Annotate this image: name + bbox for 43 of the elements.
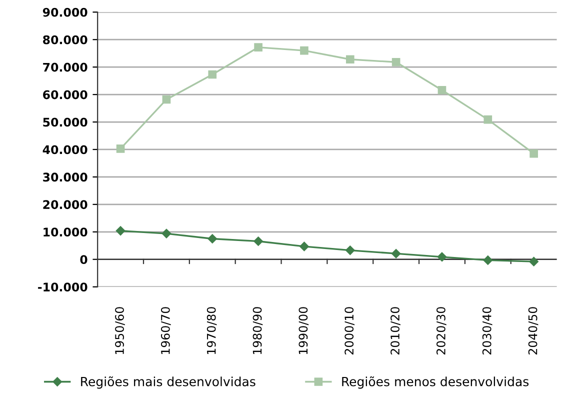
- x-tick-label: 1970/80: [206, 307, 217, 354]
- y-tick-label: 40.000: [42, 145, 88, 154]
- point: [346, 246, 355, 255]
- point: [116, 226, 126, 236]
- point: [300, 242, 309, 252]
- point: [208, 70, 217, 79]
- y-tick-label: 60.000: [43, 90, 88, 100]
- y-tick-label: 70.000: [43, 62, 88, 72]
- x-tick-label: 2000/10: [344, 307, 354, 354]
- y-tick-label: 90.000: [42, 8, 88, 17]
- y-tick-label: 20.000: [43, 200, 88, 210]
- x-tick-label: 2030/40: [482, 307, 492, 354]
- point: [484, 115, 492, 124]
- y-tick-label: 10.000: [44, 228, 88, 237]
- y-tick-label: 30.000: [43, 172, 88, 182]
- point: [300, 46, 308, 55]
- point: [437, 252, 447, 262]
- y-tick-label: 0: [80, 255, 88, 264]
- y-tick-label: -10.000: [38, 282, 88, 292]
- point: [483, 256, 493, 265]
- point: [438, 86, 446, 94]
- point: [162, 228, 172, 238]
- point: [530, 149, 538, 158]
- point: [208, 234, 218, 244]
- y-tick-label: 50.000: [43, 118, 88, 127]
- y-tick-label: 80.000: [43, 35, 88, 44]
- x-tick-label: 2010/20: [390, 307, 400, 354]
- point: [529, 256, 538, 266]
- legend-label: Regiões mais desenvolvidas: [81, 376, 256, 389]
- x-tick-label: 1980/90: [252, 307, 263, 354]
- point: [391, 248, 401, 258]
- point: [116, 144, 125, 153]
- point: [346, 55, 354, 64]
- x-tick-label: 1960/70: [160, 307, 171, 354]
- x-tick-label: 1990/00: [298, 307, 309, 354]
- x-tick-label: 2020/30: [436, 307, 446, 354]
- point: [162, 95, 171, 104]
- point: [254, 236, 263, 246]
- legend-label: Regiões menos desenvolvidas: [342, 376, 529, 389]
- x-tick-label: 2040/50: [528, 307, 538, 354]
- x-tick-label: 1950/60: [115, 307, 125, 354]
- point: [254, 43, 262, 52]
- point: [392, 58, 400, 66]
